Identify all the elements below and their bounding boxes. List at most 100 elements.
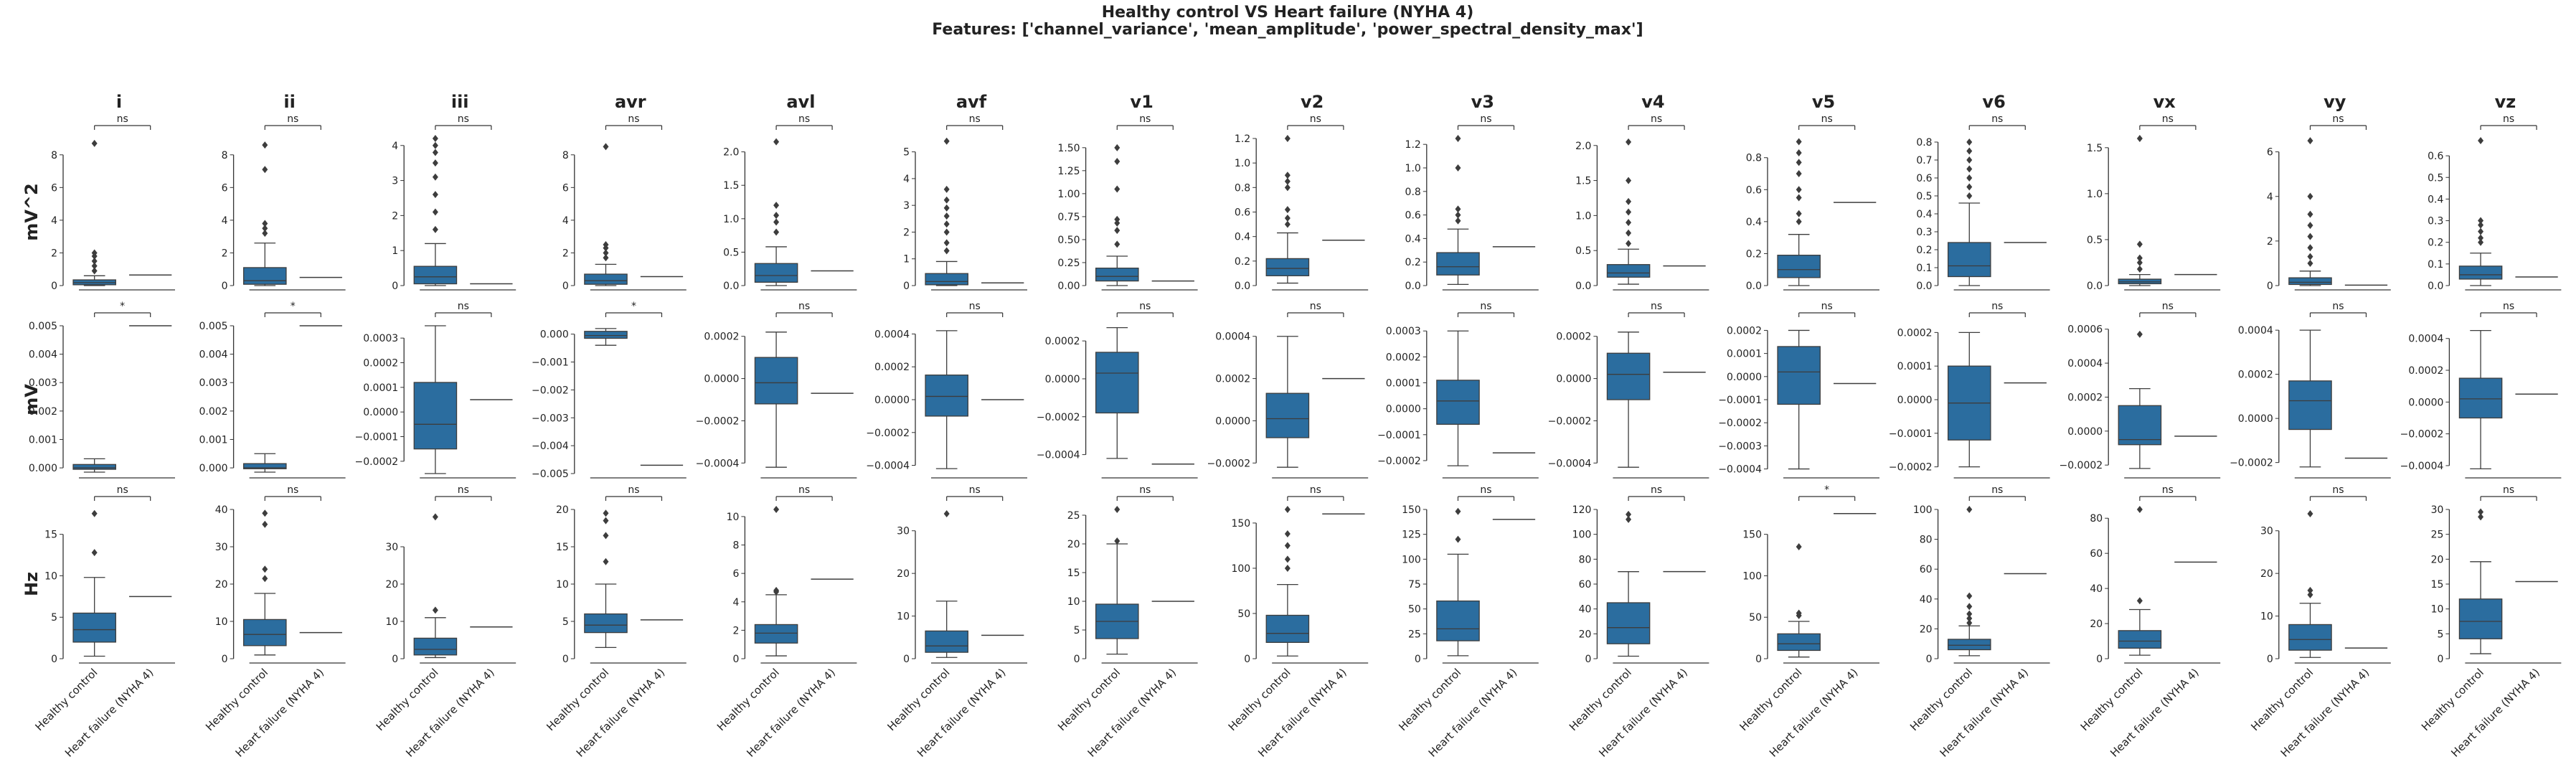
y-tick-label: 0: [2437, 654, 2443, 665]
outlier-point: [1796, 543, 1802, 550]
panel-channel_variance-i: 0 2 4 6 8 ns: [51, 113, 175, 292]
y-tick-label: 30: [2260, 526, 2273, 537]
y-tick-label: 1.5: [2087, 143, 2103, 154]
y-tick-label: 100: [1913, 504, 1933, 516]
y-tick-label: 2: [732, 625, 739, 636]
outlier-point: [2478, 137, 2484, 145]
column-title-avl: avl: [786, 92, 815, 112]
column-title-avf: avf: [956, 92, 987, 112]
y-tick-label: 20: [2260, 568, 2273, 580]
y-tick-label: 0.0001: [363, 382, 398, 394]
panel-channel_variance-v2: 0.0 0.2 0.4 0.6 0.8 1.0 1.2 ns: [1235, 113, 1369, 292]
y-tick-label: 10: [556, 579, 569, 591]
panel-mean_amplitude-v2: −0.0002 0.0000 0.0002 0.0004 ns: [1207, 301, 1369, 479]
y-tick-label: −0.0002: [1548, 415, 1592, 427]
y-tick-label: 4: [562, 215, 569, 227]
column-title-v2: v2: [1301, 92, 1324, 112]
y-tick-label: 0.0000: [1386, 404, 1421, 415]
y-tick-label: 0.0000: [1215, 415, 1250, 427]
y-tick-label: 0: [562, 654, 569, 665]
y-tick-label: 0: [51, 281, 57, 292]
outlier-point: [2307, 192, 2313, 200]
y-tick-label: 0.0: [2087, 281, 2103, 292]
y-tick-label: 150: [1231, 518, 1250, 530]
y-tick-label: 2: [2267, 236, 2273, 248]
y-tick-label: 1.5: [1575, 176, 1591, 187]
outlier-point: [1966, 192, 1973, 199]
y-tick-label: 1: [392, 245, 398, 257]
y-tick-label: 0.0: [1575, 281, 1591, 292]
column-title-v1: v1: [1130, 92, 1153, 112]
panel-channel_variance-iii: 0 1 2 3 4 ns: [392, 113, 516, 292]
outlier-point: [1796, 149, 1802, 157]
y-tick-label: 6: [2267, 147, 2273, 159]
panel-mean_amplitude-avr: −0.005 −0.004 −0.003 −0.002 −0.001 0.000 *: [532, 301, 687, 480]
y-tick-label: −0.0004: [696, 458, 740, 469]
y-tick-label: 40: [215, 504, 228, 516]
outlier-point: [1626, 177, 1632, 184]
y-tick-label: 0.0002: [874, 362, 910, 373]
outlier-point: [1114, 219, 1120, 227]
outlier-point: [1626, 515, 1632, 523]
y-tick-label: 0.0: [1235, 281, 1250, 292]
box-healthy: [242, 619, 287, 646]
y-tick-label: 0.000: [540, 329, 569, 341]
y-tick-label: 0.000: [29, 463, 57, 474]
significance-label: ns: [1480, 301, 1491, 312]
y-tick-label: 0.2: [1916, 245, 1932, 256]
panel-channel_variance-v5: 0.0 0.2 0.4 0.6 0.8 ns: [1746, 113, 1879, 292]
y-tick-label: 40: [1579, 604, 1592, 616]
box-healthy: [2118, 630, 2162, 649]
outlier-point: [1626, 219, 1632, 227]
y-tick-label: 10: [215, 616, 228, 628]
y-tick-label: 0.5: [723, 247, 739, 258]
panel-mean_amplitude-v1: −0.0004 −0.0002 0.0000 0.0002 ns: [1037, 301, 1198, 479]
y-tick-label: 0.0001: [1897, 361, 1933, 372]
box-healthy: [1947, 639, 1991, 651]
row-label: mV^2: [22, 183, 42, 240]
y-tick-label: 0: [2267, 281, 2273, 292]
y-tick-label: 60: [2090, 548, 2103, 560]
outlier-point: [603, 249, 609, 257]
significance-label: ns: [287, 484, 298, 496]
y-tick-label: 0: [222, 654, 228, 665]
y-tick-label: 5: [51, 612, 57, 624]
panel-mean_amplitude-iii: −0.0002 −0.0001 0.0000 0.0001 0.0002 0.0003 ns: [354, 301, 516, 479]
y-tick-label: 0: [2096, 654, 2103, 665]
y-tick-label: 0.00: [1057, 281, 1080, 292]
y-tick-label: 0.75: [1057, 212, 1080, 223]
y-tick-label: 0: [1755, 654, 1762, 665]
outlier-point: [2136, 240, 2143, 248]
box-healthy: [2458, 598, 2503, 639]
y-tick-label: 0.0000: [1556, 374, 1591, 385]
y-tick-label: 0.0002: [1897, 327, 1933, 339]
outlier-point: [773, 218, 780, 226]
y-tick-label: −0.0004: [1037, 450, 1080, 461]
outlier-point: [432, 225, 438, 233]
y-tick-label: 20: [215, 579, 228, 591]
outlier-point: [2136, 135, 2143, 142]
y-tick-label: 6: [51, 182, 57, 194]
outlier-point: [262, 509, 268, 517]
outlier-point: [1626, 197, 1632, 205]
significance-label: ns: [1651, 113, 1662, 125]
y-tick-label: 1.0: [2087, 189, 2103, 200]
y-tick-label: 0: [1415, 654, 1421, 665]
y-tick-label: 25: [1408, 629, 1421, 640]
outlier-point: [1796, 217, 1802, 225]
box-healthy: [1436, 600, 1480, 641]
outlier-point: [1455, 535, 1461, 543]
outlier-point: [1455, 135, 1461, 142]
y-tick-label: 30: [2431, 504, 2444, 516]
y-tick-label: −0.0002: [2400, 429, 2444, 441]
panel-channel_variance-vz: 0.0 0.1 0.2 0.3 0.4 0.5 0.6 ns: [2428, 113, 2562, 292]
y-tick-label: 0.3: [2428, 216, 2443, 227]
outlier-point: [1114, 215, 1120, 223]
outlier-point: [943, 228, 950, 236]
panel-channel_variance-avr: 0 2 4 6 8 ns: [562, 113, 687, 292]
y-tick-label: −0.002: [532, 385, 569, 396]
y-tick-label: 0.3: [1916, 227, 1932, 238]
outlier-point: [943, 247, 950, 255]
